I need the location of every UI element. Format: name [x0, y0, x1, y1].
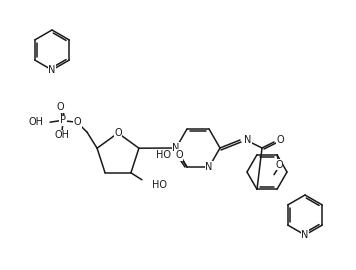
Text: OH: OH — [28, 117, 43, 127]
Text: O: O — [275, 160, 283, 170]
Text: P: P — [60, 115, 66, 125]
Text: OH: OH — [54, 130, 69, 140]
Text: HO: HO — [152, 180, 167, 190]
Text: N: N — [244, 135, 251, 145]
Text: O: O — [175, 150, 183, 160]
Text: HO: HO — [156, 150, 171, 160]
Text: N: N — [205, 162, 213, 172]
Text: O: O — [114, 128, 122, 138]
Text: N: N — [172, 143, 180, 153]
Text: N: N — [301, 230, 309, 240]
Text: O: O — [276, 135, 284, 145]
Text: O: O — [56, 102, 64, 112]
Text: N: N — [48, 65, 56, 75]
Text: O: O — [73, 117, 81, 127]
